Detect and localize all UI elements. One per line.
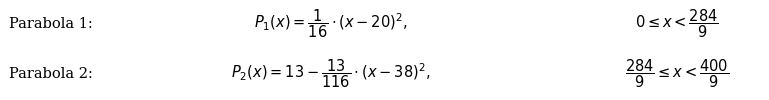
Text: Parabola 1:: Parabola 1: [9, 17, 93, 31]
Text: $P_2(x) = 13 - \dfrac{13}{116} \cdot (x - 38)^2,$: $P_2(x) = 13 - \dfrac{13}{116} \cdot (x … [231, 58, 431, 90]
Text: $0 \leq x < \dfrac{284}{9}$: $0 \leq x < \dfrac{284}{9}$ [635, 8, 718, 40]
Text: $P_1(x) = \dfrac{1}{16} \cdot (x - 20)^2,$: $P_1(x) = \dfrac{1}{16} \cdot (x - 20)^2… [254, 8, 408, 40]
Text: Parabola 2:: Parabola 2: [9, 67, 93, 81]
Text: $\dfrac{284}{9} \leq x < \dfrac{400}{9}$: $\dfrac{284}{9} \leq x < \dfrac{400}{9}$ [624, 58, 729, 90]
